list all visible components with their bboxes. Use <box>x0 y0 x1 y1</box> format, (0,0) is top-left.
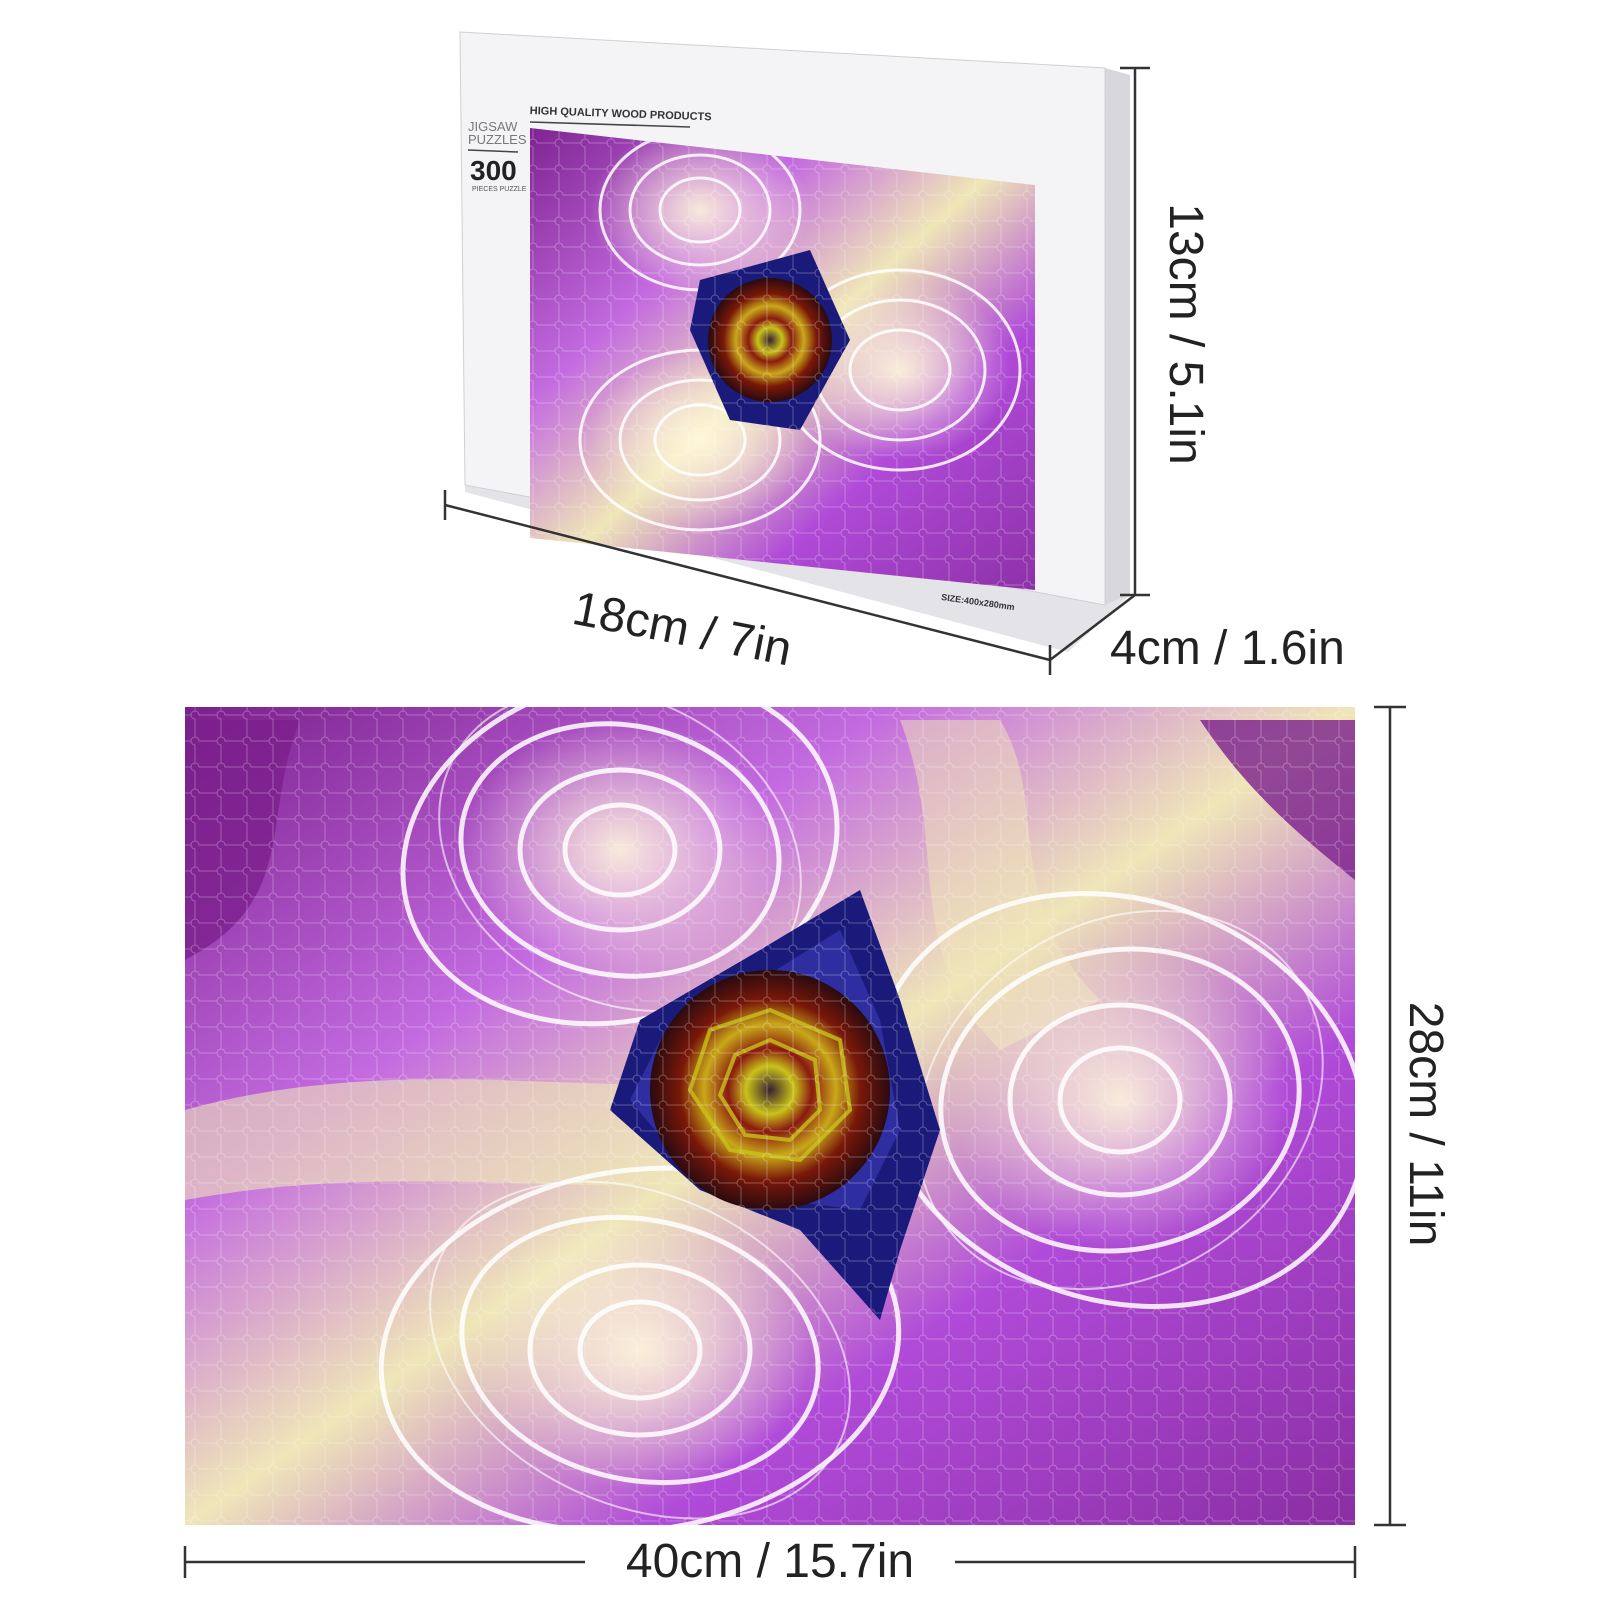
box-dimension-lines <box>443 66 1150 675</box>
box-side-title: JIGSAW PUZZLES <box>468 119 527 147</box>
box-piece-caption: PIECES PUZZLE <box>472 186 527 193</box>
box-height-label: 13cm / 5.1in <box>1159 203 1212 465</box>
puzzle-artwork <box>185 707 1355 1525</box>
box-piece-count: 300 <box>470 155 517 186</box>
box-side <box>1105 68 1130 605</box>
box-depth-label: 4cm / 1.6in <box>1110 622 1345 675</box>
puzzle-height-label: 28cm / 11in <box>1399 1001 1452 1247</box>
puzzle-dimension-lines <box>183 705 1406 1578</box>
box-artwork <box>530 128 1035 590</box>
puzzle-box <box>459 31 1130 652</box>
puzzle-width-label: 40cm / 15.7in <box>625 1535 915 1588</box>
